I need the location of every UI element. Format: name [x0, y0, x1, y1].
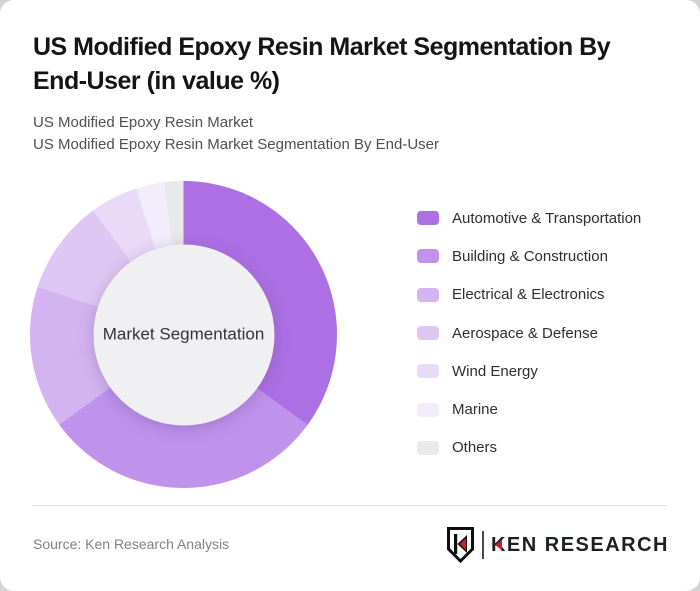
legend-item: Building & Construction — [417, 237, 641, 275]
logo-separator — [481, 531, 484, 559]
subtitle-line-2: US Modified Epoxy Resin Market Segmentat… — [33, 135, 440, 153]
donut-center-label: Market Segmentation — [102, 324, 265, 344]
chart-subtitles: US Modified Epoxy Resin Market US Modifi… — [33, 112, 439, 155]
legend-item: Wind Energy — [417, 352, 641, 390]
ken-shield-icon — [446, 527, 474, 564]
footer-divider — [33, 505, 667, 506]
legend-swatch — [417, 402, 439, 417]
legend-swatch — [417, 249, 439, 264]
legend-item: Others — [417, 429, 641, 467]
legend-item: Aerospace & Defense — [417, 314, 641, 352]
legend-label: Automotive & Transportation — [452, 209, 642, 227]
source-note: Source: Ken Research Analysis — [33, 536, 230, 552]
donut-center: Market Segmentation — [93, 244, 274, 425]
legend-label: Aerospace & Defense — [452, 324, 598, 342]
legend-label: Wind Energy — [452, 362, 538, 380]
legend: Automotive & Transportation Building & C… — [417, 199, 641, 467]
legend-item: Electrical & Electronics — [417, 276, 641, 314]
legend-label: Electrical & Electronics — [452, 286, 605, 304]
legend-swatch — [417, 287, 439, 302]
logo-wordmark: KEN RESEARCH — [490, 533, 669, 556]
legend-item: Marine — [417, 390, 641, 428]
legend-label: Others — [452, 439, 498, 457]
legend-label: Marine — [452, 401, 498, 419]
subtitle-line-1: US Modified Epoxy Resin Market — [33, 114, 254, 131]
legend-label: Building & Construction — [452, 247, 608, 265]
legend-swatch — [417, 211, 439, 226]
legend-swatch — [417, 364, 439, 379]
legend-swatch — [417, 326, 439, 341]
legend-item: Automotive & Transportation — [417, 199, 641, 237]
donut-chart: Market Segmentation — [30, 181, 337, 488]
ken-research-logo: KEN RESEARCH — [445, 526, 669, 564]
legend-swatch — [417, 440, 439, 455]
chart-title: US Modified Epoxy Resin Market Segmentat… — [33, 33, 611, 95]
